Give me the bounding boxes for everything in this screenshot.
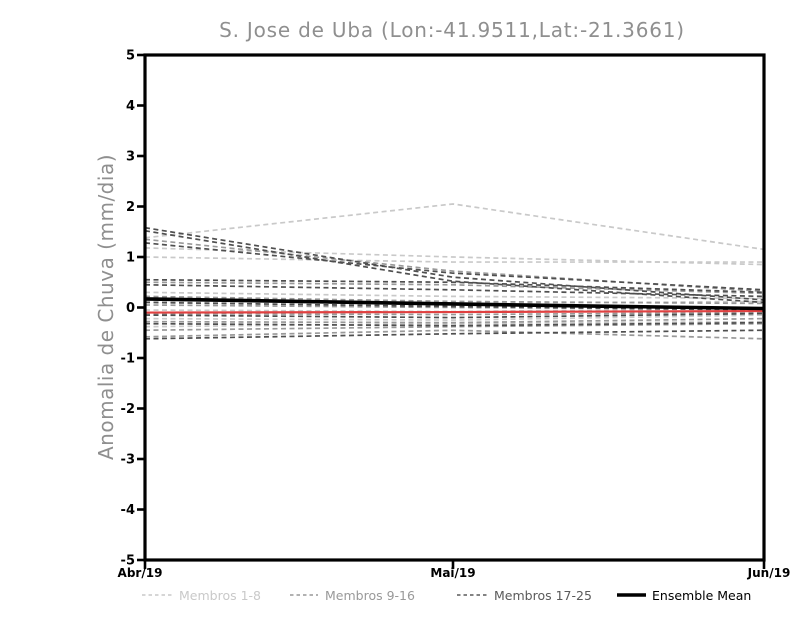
member-line — [144, 283, 765, 298]
member-line — [144, 322, 765, 332]
y-tick-label: -4 — [121, 503, 135, 518]
mean-and-reference-layer — [144, 297, 765, 314]
x-tick-label: Jun/19 — [747, 566, 791, 580]
member-line — [144, 317, 765, 324]
member-line — [144, 256, 764, 263]
x-tick-label: Mai/19 — [430, 566, 475, 580]
member-line — [144, 238, 765, 293]
legend-label: Membros 1-8 — [179, 588, 261, 603]
y-tick-label: -1 — [121, 352, 135, 367]
y-tick-label: 5 — [126, 49, 135, 64]
member-line — [144, 312, 765, 319]
y-tick-label: -3 — [121, 453, 135, 468]
y-tick-label: 0 — [126, 301, 135, 316]
y-tick-label: -2 — [121, 402, 135, 417]
member-line — [144, 314, 765, 321]
red-reference-line — [144, 309, 765, 314]
member-line — [144, 329, 765, 340]
member-line — [144, 304, 765, 310]
member-line — [144, 229, 765, 304]
member-line — [144, 291, 765, 300]
y-tick-label: 1 — [126, 251, 135, 266]
member-line — [144, 311, 765, 316]
member-line — [144, 301, 765, 311]
member-line — [144, 226, 765, 301]
chart-title: S. Jose de Uba (Lon:-41.9511,Lat:-21.366… — [219, 18, 685, 42]
y-tick-label: 2 — [126, 200, 135, 215]
ensemble-members-layer — [144, 203, 765, 340]
y-tick-label: 4 — [126, 99, 135, 114]
x-tick-label: Abr/19 — [118, 566, 163, 580]
ensemble-mean-line — [144, 297, 765, 311]
legend: Membros 1-8 Membros 9-16 Membros 17-25 Ense… — [142, 588, 751, 603]
member-line — [144, 242, 765, 291]
member-line — [144, 329, 765, 340]
legend-label: Ensemble Mean — [652, 588, 751, 603]
y-tick-label: -5 — [121, 554, 135, 569]
member-line — [144, 247, 765, 266]
member-line — [144, 281, 765, 295]
member-line — [144, 321, 765, 327]
member-line — [144, 278, 765, 294]
member-line — [144, 320, 765, 328]
legend-label: Membros 9-16 — [325, 588, 415, 603]
y-tick-label: 3 — [126, 150, 135, 165]
y-axis-label: Anomalia de Chuva (mm/dia) — [94, 154, 118, 460]
member-line — [144, 295, 765, 305]
member-line — [144, 203, 765, 251]
legend-label: Membros 17-25 — [494, 588, 592, 603]
